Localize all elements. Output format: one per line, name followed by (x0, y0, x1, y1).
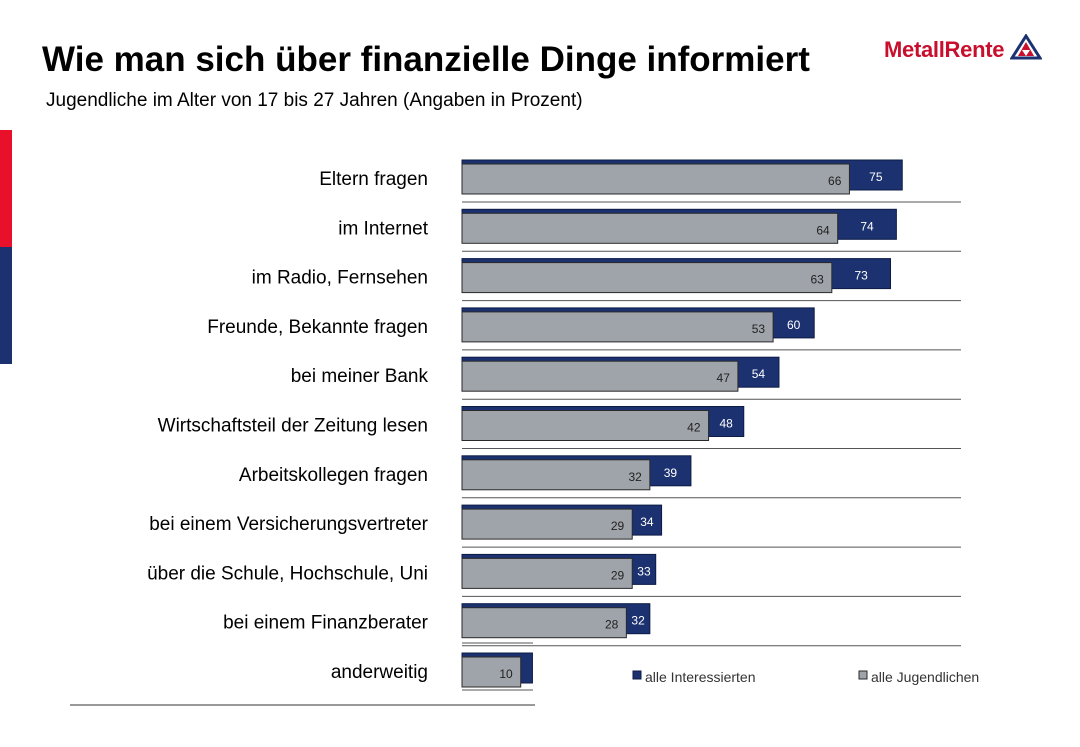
accent-bar-blue (0, 247, 12, 364)
page-subtitle: Jugendliche im Alter von 17 bis 27 Jahre… (46, 90, 583, 111)
logo-text: MetallRente (884, 36, 1005, 62)
value-label-interessierte: 73 (854, 269, 868, 283)
value-label-jugendliche: 64 (816, 223, 830, 237)
value-label-interessierte: 54 (752, 367, 766, 381)
value-label-jugendliche: 32 (628, 470, 642, 484)
value-label-jugendliche: 53 (752, 322, 766, 336)
value-label-jugendliche: 29 (611, 568, 625, 582)
value-label-jugendliche: 10 (499, 667, 513, 681)
bar-jugendliche (461, 410, 710, 441)
category-label: bei einem Finanzberater (223, 613, 429, 634)
value-label-interessierte: 74 (860, 219, 874, 233)
page-title: Wie man sich über finanzielle Dinge info… (42, 40, 810, 79)
bar-jugendliche (461, 459, 651, 491)
category-label: Eltern fragen (319, 169, 428, 190)
value-label-interessierte: 34 (640, 515, 654, 529)
bar-jugendliche (461, 212, 839, 244)
bar-jugendliche (461, 607, 627, 639)
value-label-interessierte: 33 (637, 564, 651, 578)
accent-bar-red (0, 130, 12, 247)
value-label-jugendliche: 29 (611, 519, 625, 533)
category-label: bei einem Versicherungsvertreter (149, 514, 428, 535)
value-label-interessierte: 32 (631, 614, 645, 628)
brand-logo: MetallRente (884, 33, 1043, 65)
category-label: Arbeitskollegen fragen (239, 465, 428, 486)
category-label: anderweitig (331, 662, 428, 683)
legend-swatch-jugendliche (858, 670, 868, 680)
value-label-jugendliche: 28 (605, 618, 619, 632)
bar-jugendliche (461, 360, 739, 392)
bar-jugendliche (461, 557, 633, 589)
category-label: im Internet (338, 218, 428, 239)
value-label-interessierte: 75 (869, 170, 883, 184)
value-label-jugendliche: 47 (717, 371, 731, 385)
category-label: Wirtschaftsteil der Zeitung lesen (158, 416, 428, 437)
legend-label-interessierte: alle Interessierten (645, 669, 756, 685)
value-label-jugendliche: 42 (687, 421, 701, 435)
bar-jugendliche (461, 656, 522, 688)
category-label: über die Schule, Hochschule, Uni (147, 563, 428, 584)
bar-jugendliche (461, 311, 774, 343)
legend-swatch-interessierte (632, 670, 642, 680)
value-label-interessierte: 60 (787, 318, 801, 332)
value-label-interessierte: 39 (664, 466, 678, 480)
legend-label-jugendliche: alle Jugendlichen (871, 669, 979, 685)
bar-jugendliche (461, 163, 850, 195)
bar-jugendliche (461, 508, 633, 540)
category-label: bei meiner Bank (291, 366, 429, 387)
category-label: im Radio, Fernsehen (252, 268, 428, 289)
mountain-triangle-icon (1009, 33, 1043, 65)
category-label: Freunde, Bekannte fragen (207, 317, 428, 338)
value-label-jugendliche: 63 (810, 273, 824, 287)
bar-jugendliche (461, 262, 833, 294)
value-label-interessierte: 48 (719, 417, 733, 431)
value-label-jugendliche: 66 (828, 174, 842, 188)
